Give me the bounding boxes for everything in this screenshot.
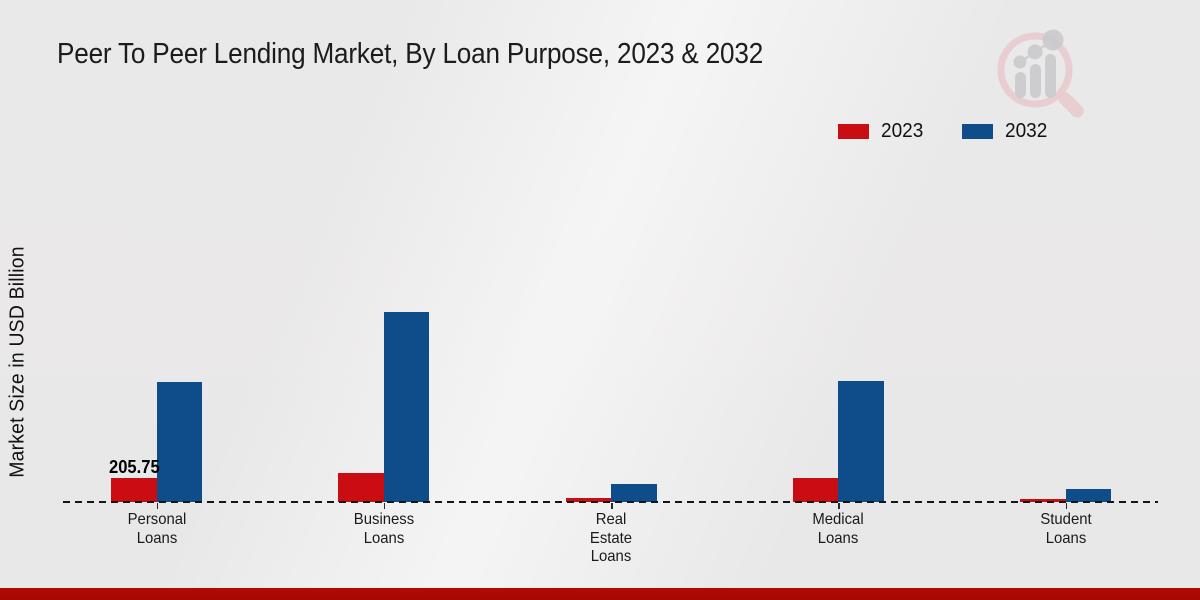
x-axis-label-business-loans: Business Loans [319,511,449,548]
brand-watermark-logo [997,29,1084,118]
bar-2023-medical-loans [792,478,839,503]
chart-title: Peer To Peer Lending Market, By Loan Pur… [57,38,764,70]
x-axis-label-medical-loans: Medical Loans [773,511,903,548]
x-axis-label-student-loans: Student Loans [1001,511,1131,548]
legend-label-2023: 2023 [881,120,924,142]
x-axis-label-line: Personal [127,511,186,528]
footer-accent-bar [0,588,1200,600]
x-axis-label-line: Student [1040,511,1092,528]
data-label-2023-personal-loans: 205.75 [109,457,160,478]
bar-2023-student-loans [1020,498,1066,503]
bar-chart-glyph [1013,29,1064,98]
x-axis-label-line: Estate [589,529,633,547]
legend-swatch-2032 [961,124,993,139]
x-axis-label-personal-loans: Personal Loans [91,511,221,548]
bar-2032-personal-loans [156,381,202,503]
x-axis-label-real-estate-loans: Real Estate Loans [546,511,676,567]
legend-swatch-2023 [838,124,869,139]
bar-2032-student-loans [1065,488,1112,503]
legend-label-2032: 2032 [1004,120,1047,142]
x-axis-label-line: Medical [812,511,865,528]
x-axis-tick [156,503,158,509]
bar-2032-business-loans [383,311,430,503]
x-axis-label-line: Loans [136,529,177,547]
x-axis-label-line: Loans [363,529,405,547]
x-axis-label-line: Loans [1045,529,1086,547]
legend-item-2032: 2032 [961,120,1050,143]
x-axis-baseline [63,501,1158,503]
x-axis-tick [383,503,386,509]
x-axis-label-line: Real [595,511,627,528]
legend-item-2023: 2023 [838,120,926,143]
x-axis-label-line: Business [353,511,414,528]
x-axis-tick [611,503,613,509]
bar-2023-business-loans [338,472,384,503]
x-axis-tick [838,503,840,509]
bar-2023-personal-loans [111,478,157,503]
x-axis-label-line: Loans [818,529,859,547]
bar-2032-medical-loans [838,380,884,503]
bar-2023-real-estate-loans [565,498,612,503]
x-axis-label-line: Loans [590,548,632,565]
bar-2032-real-estate-loans [611,484,657,503]
x-axis-tick [1065,503,1068,509]
legend: 2023 2032 [838,120,1049,143]
magnifier-icon [997,29,1084,118]
